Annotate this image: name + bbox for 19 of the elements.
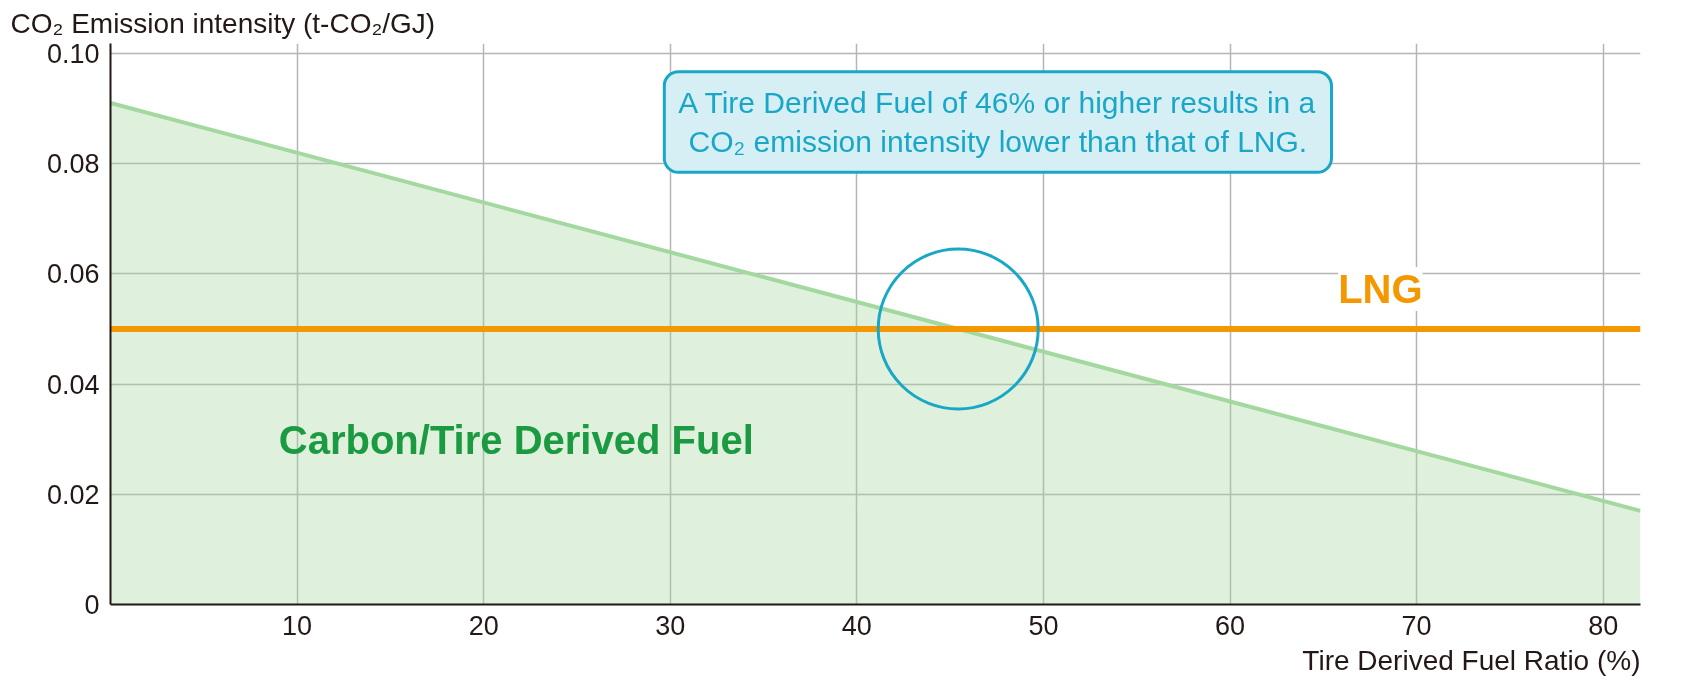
y-tick-label: 0.08 [46, 149, 100, 180]
y-axis-title: CO₂ Emission intensity (t-CO₂/GJ) [10, 7, 436, 39]
x-tick-label: 10 [282, 610, 313, 641]
x-tick-label: 20 [468, 610, 499, 641]
y-tick-label: 0 [84, 590, 100, 620]
x-tick-label: 70 [1401, 610, 1432, 641]
x-tick-label: 80 [1588, 610, 1619, 641]
y-tick-label: 0.06 [46, 259, 100, 290]
x-tick-label: 40 [841, 610, 872, 641]
y-tick-label: 0.04 [46, 369, 100, 400]
x-tick-label: 60 [1215, 610, 1246, 641]
x-tick-label: 30 [655, 610, 686, 641]
x-tick-label: 50 [1028, 610, 1059, 641]
series-label: Carbon/Tire Derived Fuel [278, 417, 754, 462]
x-axis-title: Tire Derived Fuel Ratio (%) [1302, 644, 1641, 676]
y-tick-label: 0.02 [46, 479, 100, 510]
y-tick-label: 0.10 [46, 38, 100, 69]
annotation: A Tire Derived Fuel of 46% or higher results in a CO₂ emission intensity lower than that of LNG. [678, 85, 1316, 159]
series-label: LNG [1338, 266, 1423, 311]
